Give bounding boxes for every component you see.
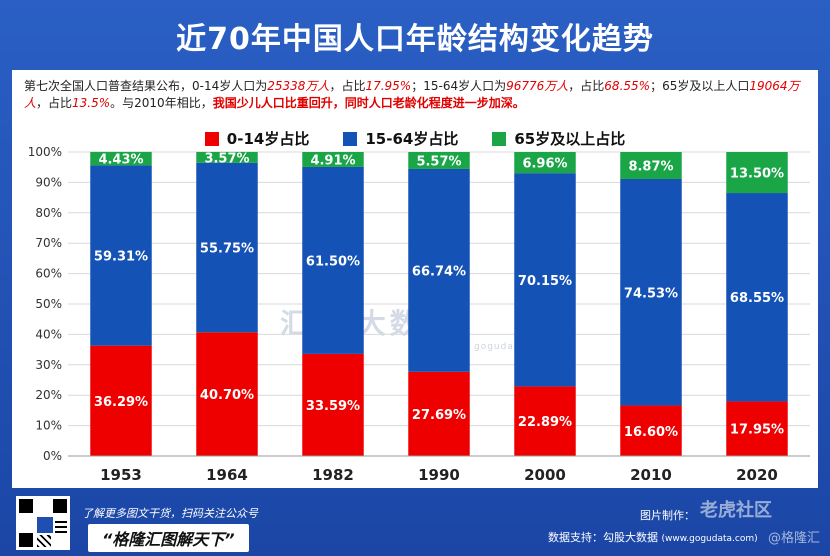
y-tick-label: 90%	[35, 175, 62, 189]
x-tick-label: 1964	[206, 466, 248, 484]
stacked-bar-chart: 0% 10% 20% 30% 40% 50% 60% 70% 80% 90% 100% 36.29% 5…	[28, 145, 810, 484]
bar-segment	[726, 401, 788, 456]
credit-data: 数据支持：勾股大数据 (www.gogudata.com)	[548, 529, 758, 545]
legend-swatch	[204, 131, 219, 146]
desc-value: 25338万人	[267, 79, 330, 93]
desc-text: ；15-64岁人口为	[411, 79, 507, 93]
y-tick-label: 60%	[35, 267, 62, 281]
data-label: 22.89%	[518, 415, 572, 430]
data-label: 16.60%	[624, 425, 678, 440]
bar-segment	[408, 168, 470, 372]
desc-text: ；65岁及以上人口	[650, 79, 750, 93]
chart-panel: 第七次全国人口普查结果公布，0-14岁人口为25338万人，占比17.95%；1…	[12, 70, 818, 488]
desc-value: 19064万人	[24, 79, 800, 110]
desc-highlight: 我国少儿人口比重回升，同时人口老龄化程度进一步加深。	[212, 96, 525, 110]
legend-item-0-14: 0-14岁占比	[204, 128, 310, 149]
x-tick-label: 1982	[312, 466, 354, 484]
data-label: 66.74%	[412, 264, 466, 279]
data-label: 13.50%	[730, 167, 784, 182]
bar-segment	[408, 371, 470, 456]
data-label: 68.55%	[730, 291, 784, 306]
data-label: 8.87%	[628, 159, 673, 174]
y-tick-label: 40%	[35, 327, 62, 341]
data-label: 36.29%	[94, 395, 148, 410]
y-tick-label: 10%	[35, 419, 62, 433]
credit-made: 图片制作：	[640, 509, 695, 522]
y-tick-label: 50%	[35, 297, 62, 311]
data-label: 70.15%	[518, 274, 572, 289]
data-label: 4.91%	[310, 153, 355, 168]
bar-segment	[196, 151, 258, 163]
desc-text: 。与2010年相比，	[110, 96, 213, 110]
desc-text: ，占比	[329, 79, 366, 93]
y-tick-label: 70%	[35, 236, 62, 250]
bar-segment	[514, 173, 576, 387]
bar-segment	[408, 152, 470, 169]
bar-segment	[302, 353, 364, 456]
corner-watermark-handle: @格隆汇	[768, 531, 821, 546]
desc-value: 13.5%	[72, 96, 111, 110]
data-label: 59.31%	[94, 250, 148, 265]
y-tick-label: 0%	[43, 449, 62, 463]
qr-code-icon	[16, 496, 70, 550]
bar-segment	[90, 165, 152, 346]
legend-label: 15-64岁占比	[365, 130, 459, 148]
data-label: 6.96%	[522, 157, 567, 172]
bar-segment	[302, 152, 364, 167]
legend-item-15-64: 15-64岁占比	[343, 128, 458, 149]
x-tick-label: 1953	[100, 466, 142, 484]
chart-legend: 0-14岁占比 15-64岁占比 65岁及以上占比	[12, 128, 818, 149]
data-label: 17.95%	[730, 423, 784, 438]
data-label: 74.53%	[624, 286, 678, 301]
data-label: 55.75%	[200, 242, 254, 257]
bar-segment	[90, 151, 152, 166]
corner-watermark: 老虎社区	[700, 500, 772, 521]
description: 第七次全国人口普查结果公布，0-14岁人口为25338万人，占比17.95%；1…	[24, 78, 806, 112]
bar-segment	[196, 162, 258, 333]
page-title: 近70年中国人口年龄结构变化趋势	[176, 22, 654, 57]
bar-segment	[726, 152, 788, 194]
center-watermark-sub: goguda	[474, 342, 514, 352]
y-tick-label: 20%	[35, 388, 62, 402]
bar-segment	[514, 386, 576, 456]
y-tick-label: 30%	[35, 358, 62, 372]
data-label: 3.57%	[204, 151, 249, 166]
legend-label: 0-14岁占比	[226, 130, 310, 148]
bar-segment	[514, 152, 576, 174]
desc-text: ，占比	[568, 79, 605, 93]
bar-segment	[726, 193, 788, 402]
bar-segment	[620, 178, 682, 406]
x-tick-label: 1990	[418, 466, 460, 484]
data-label: 27.69%	[412, 408, 466, 423]
bar-segment	[302, 166, 364, 354]
footer-cta: 了解更多图文干货，扫码关注公众号	[82, 507, 258, 520]
data-label: 61.50%	[306, 254, 360, 269]
data-label: 4.43%	[98, 153, 143, 168]
legend-swatch	[492, 131, 507, 146]
desc-text: 第七次全国人口普查结果公布，0-14岁人口为	[24, 79, 268, 93]
desc-text: ，占比	[36, 96, 73, 110]
x-tick-label: 2010	[630, 466, 672, 484]
bar-segment	[90, 345, 152, 456]
data-label: 33.59%	[306, 399, 360, 414]
y-tick-label: 80%	[35, 206, 62, 220]
bar-segment	[196, 332, 258, 456]
x-tick-label: 2020	[736, 466, 778, 484]
footer-slogan: “格隆汇图解天下”	[88, 524, 249, 552]
y-tick-label: 100%	[28, 145, 62, 159]
data-label: 40.70%	[200, 388, 254, 403]
credit-data-site: (www.gogudata.com)	[661, 534, 758, 544]
desc-value: 96776万人	[506, 79, 569, 93]
x-tick-label: 2000	[524, 466, 566, 484]
desc-value: 17.95%	[365, 79, 412, 93]
bar-segment	[620, 405, 682, 456]
legend-swatch	[343, 131, 358, 146]
legend-item-65-plus: 65岁及以上占比	[492, 128, 625, 149]
credit-data-label: 数据支持：勾股大数据	[548, 531, 658, 544]
legend-label: 65岁及以上占比	[514, 130, 626, 148]
bar-segment	[620, 152, 682, 179]
desc-value: 68.55%	[604, 79, 651, 93]
data-label: 5.57%	[416, 154, 461, 169]
